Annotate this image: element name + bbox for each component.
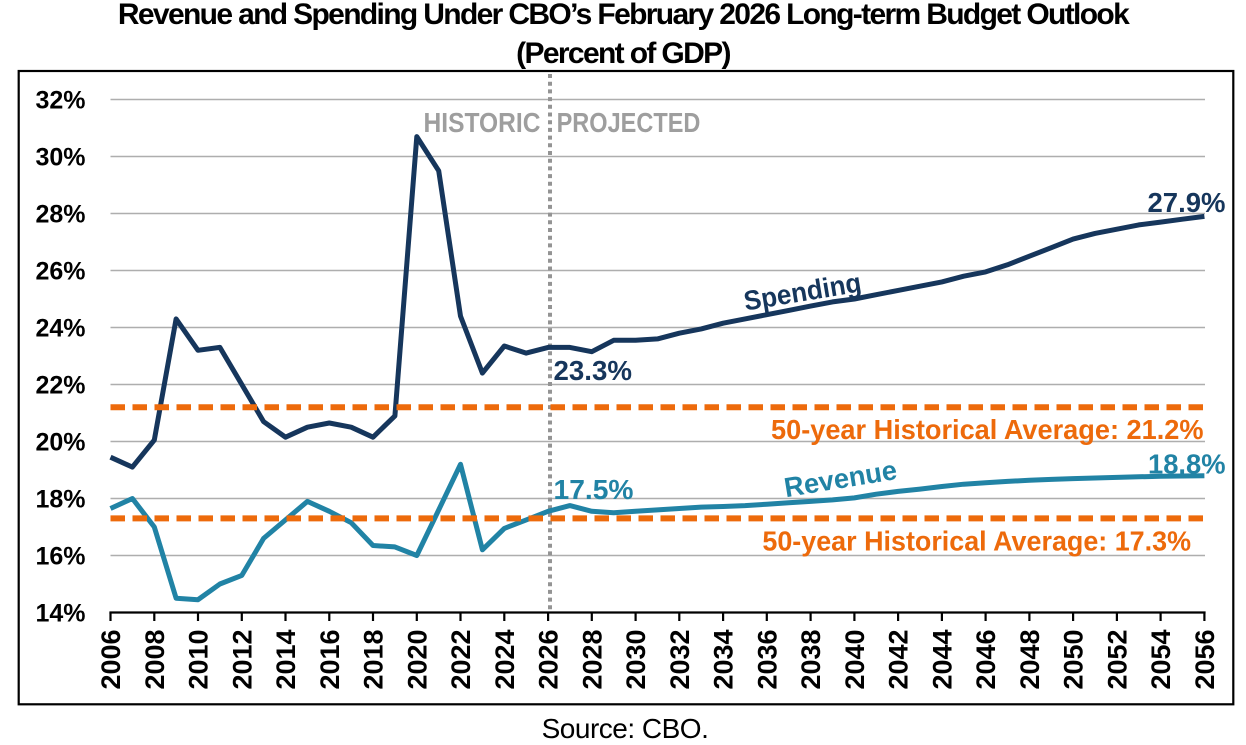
svg-text:2048: 2048	[1015, 629, 1045, 689]
svg-text:17.5%: 17.5%	[554, 474, 634, 505]
svg-text:2012: 2012	[227, 629, 257, 689]
svg-text:2046: 2046	[971, 629, 1001, 689]
svg-text:2016: 2016	[315, 629, 345, 689]
svg-text:2010: 2010	[184, 629, 214, 689]
svg-text:HISTORIC: HISTORIC	[424, 107, 541, 138]
svg-text:50-year Historical Average: 17: 50-year Historical Average: 17.3%	[762, 526, 1191, 557]
svg-text:2036: 2036	[752, 629, 782, 689]
svg-text:22%: 22%	[35, 372, 85, 400]
svg-text:2008: 2008	[140, 629, 170, 689]
svg-text:28%: 28%	[35, 201, 85, 229]
svg-text:2024: 2024	[490, 629, 520, 689]
svg-text:2042: 2042	[884, 629, 914, 689]
svg-text:32%: 32%	[35, 87, 85, 115]
svg-text:23.3%: 23.3%	[554, 355, 633, 386]
svg-text:18.8%: 18.8%	[1148, 448, 1226, 479]
svg-text:PROJECTED: PROJECTED	[557, 107, 701, 138]
svg-text:30%: 30%	[35, 144, 85, 172]
svg-text:50-year Historical Average: 21: 50-year Historical Average: 21.2%	[771, 414, 1204, 445]
svg-text:2030: 2030	[621, 629, 651, 689]
svg-text:18%: 18%	[35, 486, 85, 514]
svg-text:2054: 2054	[1146, 629, 1176, 689]
svg-text:2052: 2052	[1102, 629, 1132, 689]
svg-text:2038: 2038	[796, 629, 826, 689]
svg-text:16%: 16%	[35, 543, 85, 571]
svg-text:20%: 20%	[35, 429, 85, 457]
svg-text:2034: 2034	[709, 629, 739, 689]
svg-text:2026: 2026	[534, 629, 564, 689]
svg-text:27.9%: 27.9%	[1148, 187, 1226, 218]
svg-text:24%: 24%	[35, 315, 85, 343]
svg-text:2050: 2050	[1059, 629, 1089, 689]
svg-text:2044: 2044	[927, 629, 957, 689]
svg-text:2040: 2040	[840, 629, 870, 689]
svg-text:2022: 2022	[446, 629, 476, 689]
svg-text:26%: 26%	[35, 258, 85, 286]
svg-text:2028: 2028	[577, 629, 607, 689]
svg-text:2020: 2020	[402, 629, 432, 689]
svg-text:2014: 2014	[271, 629, 301, 689]
svg-text:2032: 2032	[665, 629, 695, 689]
svg-text:2018: 2018	[359, 629, 389, 689]
svg-text:14%: 14%	[35, 600, 85, 628]
svg-text:2006: 2006	[96, 629, 126, 689]
svg-text:2056: 2056	[1190, 629, 1220, 689]
